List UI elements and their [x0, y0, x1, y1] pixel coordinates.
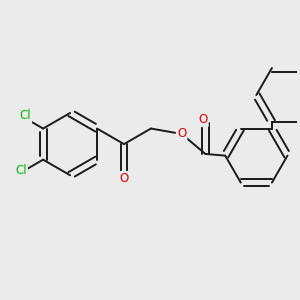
Text: Cl: Cl — [15, 164, 27, 177]
Text: Cl: Cl — [19, 110, 31, 122]
Text: O: O — [177, 127, 186, 140]
Text: O: O — [198, 113, 208, 126]
Text: O: O — [119, 172, 129, 185]
